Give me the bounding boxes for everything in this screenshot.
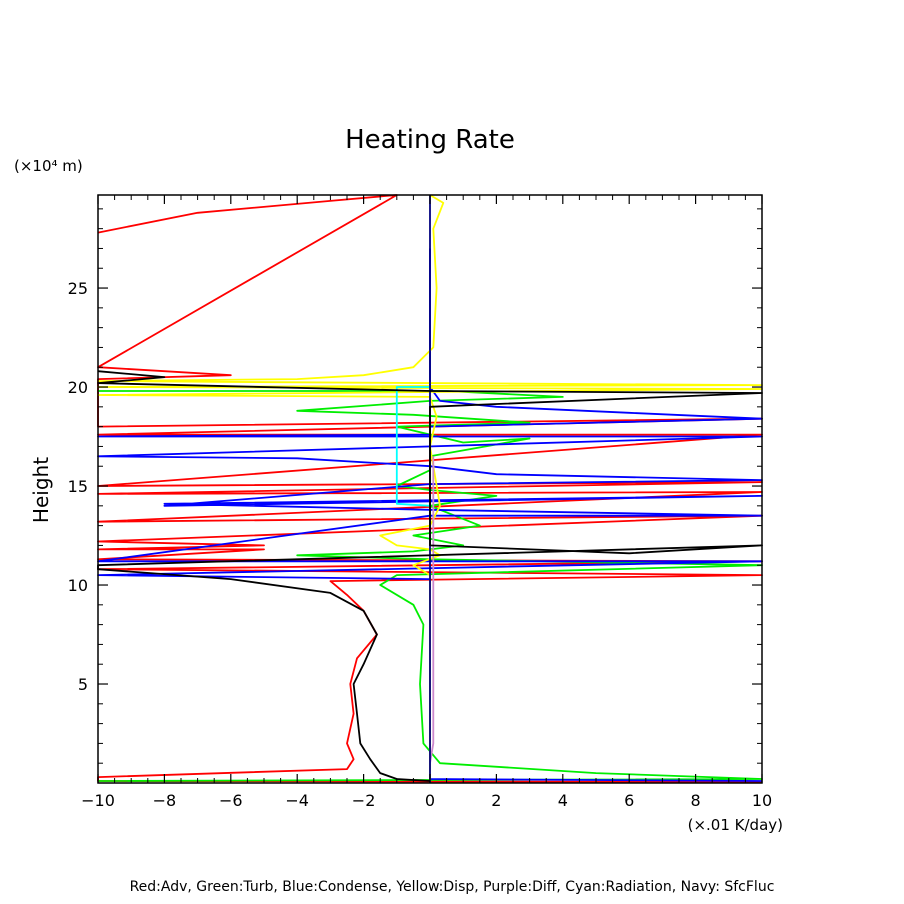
legend-text: Red:Adv, Green:Turb, Blue:Condense, Yell… [130,879,775,895]
y-unit-label: (×10⁴ m) [14,157,83,175]
x-unit-label: (×.01 K/day) [688,816,783,834]
series-line-diff [429,456,435,764]
x-tick-label: 6 [624,791,634,810]
y-tick-label: 20 [68,378,88,397]
x-tick-label: 0 [425,791,435,810]
x-tick-label: 4 [558,791,568,810]
y-tick-label: 15 [68,477,88,496]
y-axis-label: Height [29,457,53,523]
y-tick-label: 25 [68,279,88,298]
x-tick-label: −8 [153,791,177,810]
x-tick-label: 2 [491,791,501,810]
y-tick-label: 5 [78,675,88,694]
x-tick-label: 8 [691,791,701,810]
x-tick-label: −4 [285,791,309,810]
x-tick-label: −6 [219,791,243,810]
axes-layer: −10 −8 −6 −4 −2 0 2 4 6 8 10 5 10 15 20 25 [68,194,772,810]
y-tick-label: 10 [68,576,88,595]
x-tick-label: −10 [81,791,115,810]
series-line-radiation [395,386,431,507]
x-tick-label: 10 [752,791,772,810]
x-tick-label: −2 [352,791,376,810]
series-line-total [97,370,763,782]
chart-title: Heating Rate [345,125,515,155]
series-layer [97,194,763,783]
